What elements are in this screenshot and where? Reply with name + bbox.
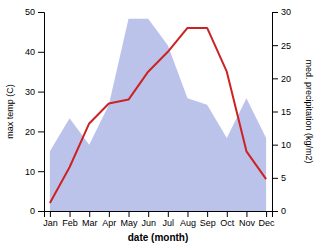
tick-label: Jul (163, 218, 175, 228)
x-axis-title: date (month) (128, 232, 189, 243)
tick: 40 (25, 47, 44, 57)
tick-label: Nov (239, 218, 256, 228)
tick-label: May (121, 218, 139, 228)
tick: May (121, 211, 139, 228)
chart: Jan Feb Mar Apr MayJun Jul Aug Sep Oct NovDec 0 10 2… (0, 0, 318, 247)
axis-line (273, 13, 279, 212)
tick-mark (272, 112, 278, 113)
tick-mark (266, 211, 267, 217)
tick-mark (272, 12, 278, 13)
tick-label: 10 (25, 167, 35, 177)
tick: 20 (25, 127, 44, 137)
tick-label: 5 (281, 173, 286, 183)
tick-label: 30 (25, 87, 35, 97)
tick-label: 10 (281, 140, 291, 150)
tick: Mar (82, 211, 98, 228)
tick: Aug (180, 211, 196, 228)
tick-mark (227, 211, 228, 217)
tick-label: Feb (62, 218, 78, 228)
area (50, 19, 266, 211)
tick: Apr (102, 211, 116, 228)
tick-mark (38, 131, 44, 132)
tick-label: 40 (25, 47, 35, 57)
tick-label: Apr (102, 218, 116, 228)
tick-mark (89, 211, 90, 217)
axis-line (45, 212, 273, 218)
tick: 5 (272, 173, 286, 183)
tick-mark (272, 211, 278, 212)
tick: 15 (272, 107, 291, 117)
y2-axis: 0 5 10 15 20 25 30 (272, 7, 291, 216)
tick-label: 50 (25, 7, 35, 17)
tick: 50 (25, 7, 44, 17)
axis-line (38, 13, 45, 212)
tick-mark (38, 12, 44, 13)
tick: 10 (272, 140, 291, 150)
tick-label: Sep (200, 218, 216, 228)
plot-area: Jan Feb Mar Apr MayJun Jul Aug Sep Oct NovDec 0 10 2… (25, 7, 291, 228)
tick: Jun (141, 211, 156, 228)
tick: 20 (272, 74, 291, 84)
tick-mark (38, 92, 44, 93)
tick: Nov (239, 211, 256, 228)
y-axis-title: max temp (C) (5, 84, 15, 139)
line (50, 28, 266, 203)
tick-mark (70, 211, 71, 217)
tick-label: 0 (30, 206, 35, 216)
tick: Dec (259, 211, 276, 228)
tick: Sep (200, 211, 216, 228)
tick: Jan (43, 211, 58, 228)
tick-label: 20 (25, 127, 35, 137)
tick-mark (148, 211, 149, 217)
tick: 0 (272, 206, 286, 216)
tick: Oct (220, 211, 235, 228)
tick-label: Aug (180, 218, 196, 228)
tick: 30 (272, 7, 291, 17)
tick-mark (272, 45, 278, 46)
tick-mark (38, 52, 44, 53)
tick-mark (38, 171, 44, 172)
tick-mark (109, 211, 110, 217)
tick-mark (50, 211, 51, 217)
tick-label: 15 (281, 107, 291, 117)
tick-mark (38, 211, 44, 212)
tick-label: 20 (281, 74, 291, 84)
tick: Jul (163, 211, 175, 228)
tick-mark (168, 211, 169, 217)
tick: 30 (25, 87, 44, 97)
x-axis: Jan Feb Mar Apr MayJun Jul Aug Sep Oct NovDec (43, 211, 275, 228)
tick: 10 (25, 167, 44, 177)
y-axis: 0 10 20 30 40 50 (25, 7, 45, 216)
tick: Feb (62, 211, 78, 228)
tick-mark (207, 211, 208, 217)
tick: 25 (272, 41, 291, 51)
tick-label: Mar (82, 218, 98, 228)
tick-label: Jan (43, 218, 58, 228)
tick-label: Dec (259, 218, 276, 228)
tick-mark (272, 178, 278, 179)
tick-mark (246, 211, 247, 217)
tick-mark (187, 211, 188, 217)
marks (50, 19, 266, 211)
tick-label: 30 (281, 7, 291, 17)
y2-axis-title: med. precipitation (kg/m2) (304, 59, 314, 163)
tick-label: Jun (141, 218, 156, 228)
tick-mark (272, 78, 278, 79)
tick-mark (129, 211, 130, 217)
tick-label: 0 (281, 206, 286, 216)
tick: 0 (30, 206, 44, 216)
tick-label: Oct (220, 218, 235, 228)
tick-label: 25 (281, 41, 291, 51)
tick-mark (272, 145, 278, 146)
